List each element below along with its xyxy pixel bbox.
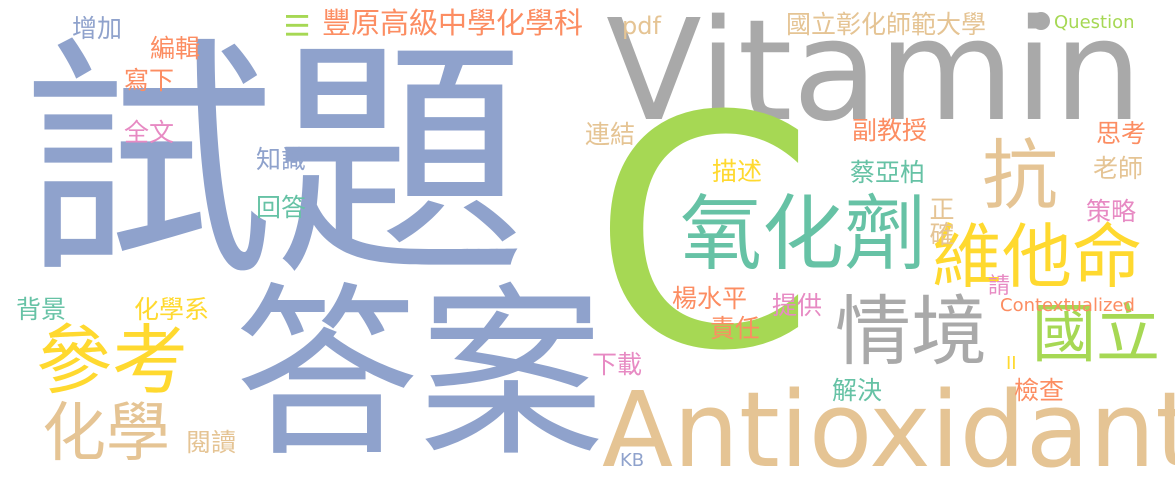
word-yanghuaji: 氧化劑 (680, 187, 927, 282)
word-fengyuan: 豐原高級中學化學科 (322, 6, 584, 40)
word-zengjia: 增加 (72, 14, 123, 43)
word-huida: 回答 (256, 193, 307, 222)
word-huaxuexi: 化學系 (134, 295, 210, 324)
word-ii: II (1006, 353, 1017, 374)
word-cankao: 參考 (36, 316, 188, 405)
word-shiti: 試題 (22, 17, 527, 310)
word-tigong: 提供 (772, 291, 823, 320)
word-question: Question (1054, 12, 1135, 33)
word-qing: 請 (988, 274, 1011, 299)
word-jiancha: 檢查 (1014, 376, 1065, 405)
word-lianjie: 連結 (585, 120, 636, 149)
word-quanwen: 全文 (124, 118, 175, 147)
word-caiyabo: 蔡亞柏 (850, 158, 926, 187)
word-antioxidant: Antioxidant (602, 369, 1175, 482)
word-weitaming: 維他命 (932, 216, 1142, 298)
word-xiexia: 寫下 (124, 66, 175, 95)
word-bianji: 編輯 (150, 34, 201, 63)
word-kb: KB (620, 450, 645, 471)
word-pdf: pdf (622, 12, 661, 40)
word-jiejue: 解決 (832, 376, 883, 405)
word-sikao: 思考 (1096, 119, 1147, 148)
word-zhishi: 知識 (256, 145, 307, 174)
word-kang: 抗 (982, 131, 1058, 220)
word-miaoshu: 描述 (712, 157, 763, 186)
word-yangshuiping: 楊水平 (672, 284, 748, 313)
word-vitamin: Vitamin (606, 0, 1143, 153)
word-fujiaoshou: 副教授 (852, 116, 928, 145)
word-zeren: 責任 (710, 314, 761, 343)
word-laoshi: 老師 (1093, 154, 1144, 183)
word-contextualized: Contextualized (1000, 295, 1135, 316)
dot (1032, 12, 1050, 30)
word-c: C (592, 49, 816, 421)
word-guoli: 國立 (1032, 298, 1160, 372)
word-ncue: 國立彰化師範大學 (786, 10, 987, 39)
word-daan: 答案 (234, 266, 604, 482)
word-yuedu: 閱讀 (186, 428, 237, 457)
word-zhengque: 正確 (926, 196, 955, 246)
word-beijing: 背景 (16, 295, 67, 324)
word-xiazai: 下載 (592, 350, 643, 379)
word-ziyuan: III (278, 12, 313, 39)
word-celue: 策略 (1086, 197, 1137, 226)
word-huaxue: 化學 (42, 397, 170, 471)
word-qingjing: 情境 (835, 287, 987, 376)
